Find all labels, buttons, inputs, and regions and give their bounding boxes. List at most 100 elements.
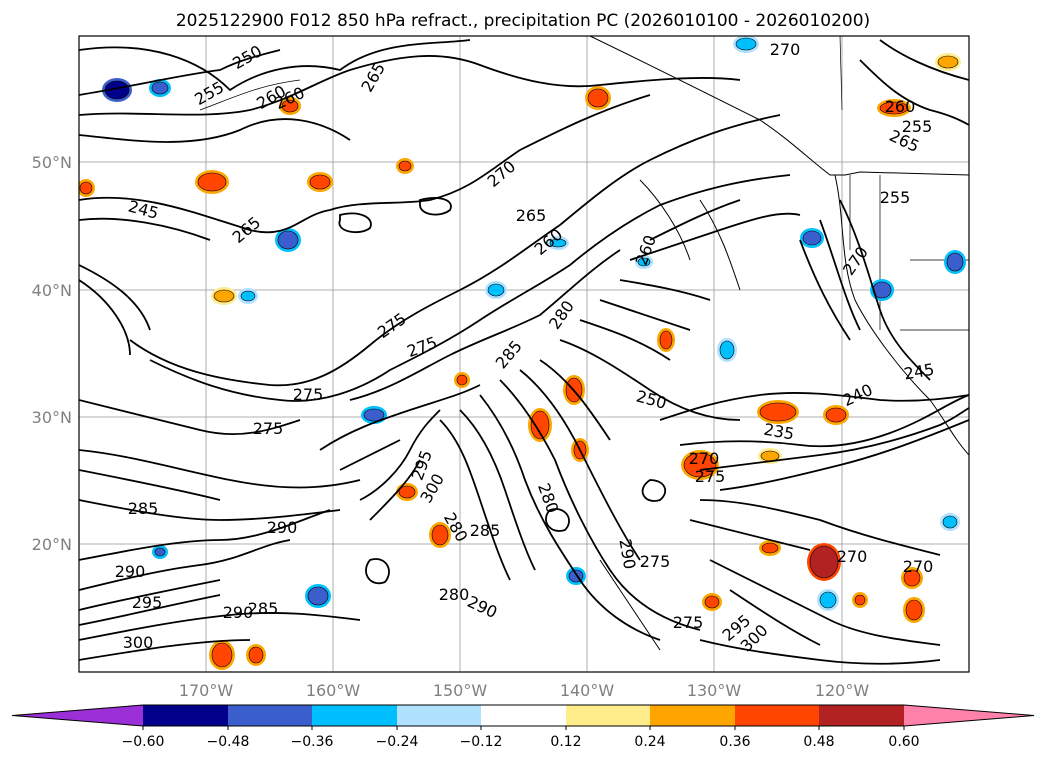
precip-blob xyxy=(456,374,468,386)
colorbar-segment xyxy=(819,705,904,726)
lat-tick-label: 30°N xyxy=(32,408,72,427)
precip-blob xyxy=(760,450,780,462)
precip-blob xyxy=(761,542,779,554)
contour-label: 300 xyxy=(123,633,154,652)
precip-blob xyxy=(79,181,93,195)
contour-label: 290 xyxy=(223,603,254,622)
precip-blob xyxy=(213,289,235,303)
contour-label: 295 xyxy=(132,593,163,612)
colorbar-tick-label: −0.48 xyxy=(207,734,250,750)
contour-label: 275 xyxy=(695,467,726,486)
precip-blob xyxy=(683,452,717,478)
contour-label: 280 xyxy=(439,585,470,604)
colorbar-extend-high xyxy=(904,705,1034,726)
contour-label: 285 xyxy=(128,499,159,518)
precip-blob xyxy=(719,340,735,360)
precip-blob xyxy=(363,408,385,422)
precip-blob xyxy=(735,37,757,51)
precip-blob xyxy=(154,547,166,557)
contour-label: 270 xyxy=(770,40,801,59)
map-title: 2025122900 F012 850 hPa refract., precip… xyxy=(176,11,870,31)
precip-blob xyxy=(277,230,299,250)
contour-label: 260 xyxy=(885,97,916,116)
colorbar-segment xyxy=(650,705,735,726)
precip-blob xyxy=(704,595,720,609)
precip-blob xyxy=(281,99,299,113)
precip-blob xyxy=(903,569,921,587)
precip-blob xyxy=(248,646,264,664)
colorbar-segment xyxy=(735,705,819,726)
contour-label: 285 xyxy=(470,521,501,540)
lon-tick-label: 130°W xyxy=(687,681,742,700)
lon-tick-label: 150°W xyxy=(433,681,488,700)
map-frame xyxy=(78,35,970,673)
contour-label: 290 xyxy=(115,562,146,581)
contour-label: 275 xyxy=(673,613,704,632)
colorbar-tick-label: 0.36 xyxy=(719,734,750,750)
precip-blob xyxy=(825,407,847,423)
contour-label: 255 xyxy=(902,117,933,136)
colorbar-extend-low xyxy=(12,705,143,726)
colorbar-tick-label: 0.24 xyxy=(634,734,665,750)
colorbar-tick-label: −0.60 xyxy=(122,734,165,750)
contour-label: 275 xyxy=(253,419,284,438)
lat-tick-label: 20°N xyxy=(32,535,72,554)
colorbar-tick-label: 0.60 xyxy=(888,734,919,750)
colorbar-segment xyxy=(397,705,481,726)
precip-blob xyxy=(937,55,959,69)
contour-label: 270 xyxy=(837,547,868,566)
precip-blob xyxy=(759,402,797,422)
colorbar-tick-label: −0.36 xyxy=(291,734,334,750)
precip-blob xyxy=(240,290,256,302)
precip-blob xyxy=(151,81,169,95)
colorbar-tick-label: 0.48 xyxy=(803,734,834,750)
refractivity-contours xyxy=(79,39,969,665)
coastline-detail xyxy=(599,179,741,651)
precip-blob xyxy=(587,88,609,108)
precip-blob xyxy=(879,101,909,115)
contour-label: 275 xyxy=(640,552,671,571)
precip-blob xyxy=(659,330,673,350)
precip-blob xyxy=(946,252,964,272)
precip-blob xyxy=(398,485,416,499)
precip-blob xyxy=(309,174,331,190)
colorbar-segment xyxy=(481,705,566,726)
precip-blob xyxy=(487,283,505,297)
precip-blob xyxy=(398,160,412,172)
precip-blob xyxy=(549,238,567,248)
colorbar-segment xyxy=(566,705,650,726)
colorbar-segment xyxy=(143,705,228,726)
contour-label: 290 xyxy=(267,518,298,537)
colorbar-tick-label: 0.12 xyxy=(550,734,581,750)
precip-blob xyxy=(637,257,651,267)
lat-tick-label: 50°N xyxy=(32,153,72,172)
contour-label: 270 xyxy=(903,557,934,576)
precip-blob xyxy=(942,515,958,529)
colorbar-segment xyxy=(312,705,397,726)
precip-blob xyxy=(530,410,550,440)
contour-label: 285 xyxy=(248,599,279,618)
lon-tick-label: 140°W xyxy=(560,681,615,700)
precip-blob xyxy=(197,172,227,192)
latitude-labels: 50°N 40°N 30°N 20°N xyxy=(32,153,72,554)
colorbar-segment xyxy=(228,705,312,726)
precip-blob xyxy=(211,642,233,668)
colorbar: −0.60 −0.48 −0.36 −0.24 −0.12 0.12 0.24 0.36 0.4… xyxy=(11,704,1035,750)
precip-blob xyxy=(905,599,923,621)
colorbar-tick-label: −0.24 xyxy=(376,734,419,750)
longitude-labels: 170°W 160°W 150°W 140°W 130°W 120°W xyxy=(179,681,870,700)
contour-label: 265 xyxy=(516,206,547,225)
contour-label: 275 xyxy=(293,385,324,404)
map-background xyxy=(79,36,969,672)
precip-blob xyxy=(802,230,822,246)
precip-blob xyxy=(819,591,837,609)
precipitation-anomaly-fills xyxy=(79,36,966,670)
colorbar-tick-label: −0.12 xyxy=(460,734,503,750)
lon-tick-label: 170°W xyxy=(179,681,234,700)
precip-blob xyxy=(307,586,329,606)
lat-tick-label: 40°N xyxy=(32,281,72,300)
contour-label: 255 xyxy=(880,188,911,207)
lon-tick-label: 120°W xyxy=(815,681,870,700)
